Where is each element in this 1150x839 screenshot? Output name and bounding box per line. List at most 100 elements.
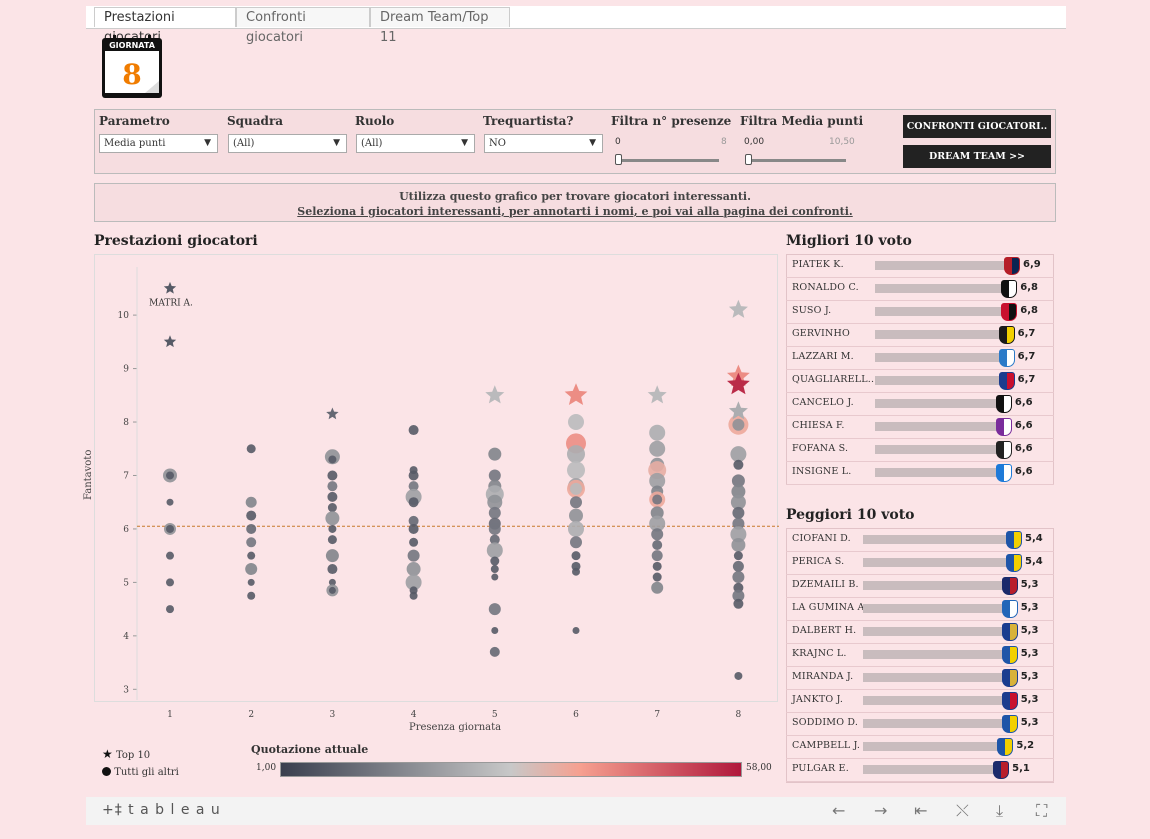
ranking-row[interactable]: MIRANDA J. 5,3 <box>786 666 1054 690</box>
scatter-point <box>488 469 501 482</box>
ranking-row[interactable]: FOFANA S. 6,6 <box>786 438 1054 462</box>
best-list: PIATEK K. 6,9 RONALDO C. 6,8 SUSO J. 6,8 GERVI… <box>786 254 1054 485</box>
team-crest-icon <box>993 761 1010 779</box>
scatter-point <box>325 511 340 526</box>
scatter-point <box>569 508 583 523</box>
scatter-point <box>245 496 257 508</box>
ranking-row[interactable]: INSIGNE L. 6,6 <box>786 461 1054 485</box>
team-crest-icon <box>998 349 1015 367</box>
ranking-row[interactable]: PERICA S. 5,4 <box>786 551 1054 575</box>
ranking-row[interactable]: DALBERT H. 5,3 <box>786 620 1054 644</box>
scatter-point <box>488 603 501 616</box>
ranking-row[interactable]: PULGAR E. 5,1 <box>786 758 1054 782</box>
presenze-slider-handle[interactable] <box>615 154 622 165</box>
ranking-row[interactable]: SODDIMO D. 5,3 <box>786 712 1054 736</box>
ranking-row[interactable]: RONALDO C. 6,8 <box>786 277 1054 301</box>
score-bar <box>875 376 1002 385</box>
score-bar <box>875 307 1005 316</box>
media-slider-track[interactable] <box>747 159 846 162</box>
player-name: MIRANDA J. <box>792 671 854 682</box>
y-tick-label: 4 <box>123 632 129 642</box>
ranking-row[interactable]: CHIESA F. 6,6 <box>786 415 1054 439</box>
tableau-logo[interactable]: +‡ t a b l e a u <box>102 802 221 818</box>
ruolo-dropdown[interactable]: (All) ▼ <box>356 134 475 153</box>
scatter-point <box>568 520 584 537</box>
x-tick-label: 1 <box>167 710 173 720</box>
scatter-point <box>327 470 338 481</box>
ranking-row[interactable]: QUAGLIARELL.. 6,7 <box>786 369 1054 393</box>
info-box: Utilizza questo grafico per trovare gioc… <box>94 183 1056 222</box>
scatter-point <box>327 564 338 575</box>
score-value: 6,7 <box>1017 328 1036 339</box>
squadra-dropdown[interactable]: (All) ▼ <box>228 134 347 153</box>
scatter-point <box>166 605 174 614</box>
fullscreen-icon[interactable]: ⛶ <box>1036 801 1048 820</box>
scatter-chart: 3 4 5 6 7 8 9 10 1 2 3 4 5 6 7 8 MATRI A. <box>94 254 779 720</box>
ranking-row[interactable]: SUSO J. 6,8 <box>786 300 1054 324</box>
tab-prestazioni[interactable]: Prestazioni giocatori <box>94 7 236 45</box>
score-value: 5,3 <box>1020 602 1039 613</box>
score-bar <box>863 673 1005 682</box>
scatter-point <box>489 646 500 657</box>
undo-icon[interactable]: ← <box>832 801 846 820</box>
filter-label-presenze: Filtra n° presenze <box>611 114 732 128</box>
ranking-row[interactable]: LA GUMINA A. 5,3 <box>786 597 1054 621</box>
ranking-row[interactable]: LAZZARI M. 6,7 <box>786 346 1054 370</box>
star-point <box>647 385 667 404</box>
share-icon[interactable]: ⤬ <box>956 801 969 820</box>
info-line-2[interactable]: Seleziona i giocatori interessanti, per … <box>297 205 853 218</box>
scatter-point <box>570 482 582 495</box>
player-name: CIOFANI D. <box>792 533 851 544</box>
legend-star[interactable]: ★ Top 10 <box>102 747 150 761</box>
tab-bar: Prestazioni giocatori Confronti giocator… <box>86 6 1066 45</box>
ranking-row[interactable]: CANCELO J. 6,6 <box>786 392 1054 416</box>
score-value: 5,4 <box>1025 533 1043 544</box>
player-name: PULGAR E. <box>792 763 849 774</box>
scatter-point <box>328 524 337 533</box>
score-bar <box>863 742 1001 751</box>
trequartista-value: NO <box>489 138 506 149</box>
team-crest-icon <box>1001 623 1018 641</box>
filter-panel: Parametro Media punti ▼ Squadra (All) ▼ Ru… <box>94 109 1056 174</box>
color-scale-min: 1,00 <box>256 763 277 773</box>
ranking-row[interactable]: GERVINHO 6,7 <box>786 323 1054 347</box>
y-tick-label: 9 <box>123 365 129 375</box>
score-value: 6,8 <box>1020 282 1039 293</box>
team-crest-icon <box>995 395 1012 413</box>
legend-star-label: Top 10 <box>115 750 151 761</box>
revert-icon[interactable]: ⇤ <box>914 801 928 820</box>
ranking-row[interactable]: JANKTO J. 5,3 <box>786 689 1054 713</box>
dream-team-button[interactable]: DREAM TEAM >> <box>903 145 1051 168</box>
player-name: RONALDO C. <box>792 282 859 293</box>
score-bar <box>863 650 1005 659</box>
tableau-toolbar: +‡ t a b l e a u ← → ⇤ ⤬ ⤓ ⛶ <box>86 797 1066 825</box>
scatter-point <box>572 627 580 635</box>
tab-confronti[interactable]: Confronti giocatori <box>236 7 370 45</box>
ranking-row[interactable]: DZEMAILI B. 5,3 <box>786 574 1054 598</box>
trequartista-dropdown[interactable]: NO ▼ <box>484 134 603 153</box>
presenze-slider-track[interactable] <box>617 159 719 162</box>
redo-icon[interactable]: → <box>874 801 888 820</box>
scatter-point <box>490 565 499 574</box>
scatter-point <box>405 574 422 591</box>
ranking-row[interactable]: KRAJNC L. 5,3 <box>786 643 1054 667</box>
ranking-row[interactable]: CIOFANI D. 5,4 <box>786 528 1054 552</box>
player-name: JANKTO J. <box>792 694 844 705</box>
scatter-point <box>247 578 255 586</box>
player-name: SUSO J. <box>792 305 832 316</box>
ranking-row[interactable]: CAMPBELL J. 5,2 <box>786 735 1054 759</box>
scatter-point <box>650 506 664 520</box>
score-value: 5,3 <box>1020 717 1039 728</box>
scatter-point <box>409 591 418 600</box>
media-slider-handle[interactable] <box>745 154 752 165</box>
chevron-down-icon: ▼ <box>589 138 596 148</box>
legend-dot[interactable]: Tutti gli altri <box>102 767 179 778</box>
y-tick-label: 3 <box>123 685 129 695</box>
tab-dream-team[interactable]: Dream Team/Top 11 <box>370 7 510 45</box>
ranking-row[interactable]: PIATEK K. 6,9 <box>786 254 1054 278</box>
scatter-point <box>732 517 745 530</box>
confronti-giocatori-button[interactable]: CONFRONTI GIOCATORI.. <box>903 115 1051 138</box>
parametro-dropdown[interactable]: Media punti ▼ <box>99 134 218 153</box>
score-bar <box>863 581 1005 590</box>
download-icon[interactable]: ⤓ <box>996 801 1004 820</box>
